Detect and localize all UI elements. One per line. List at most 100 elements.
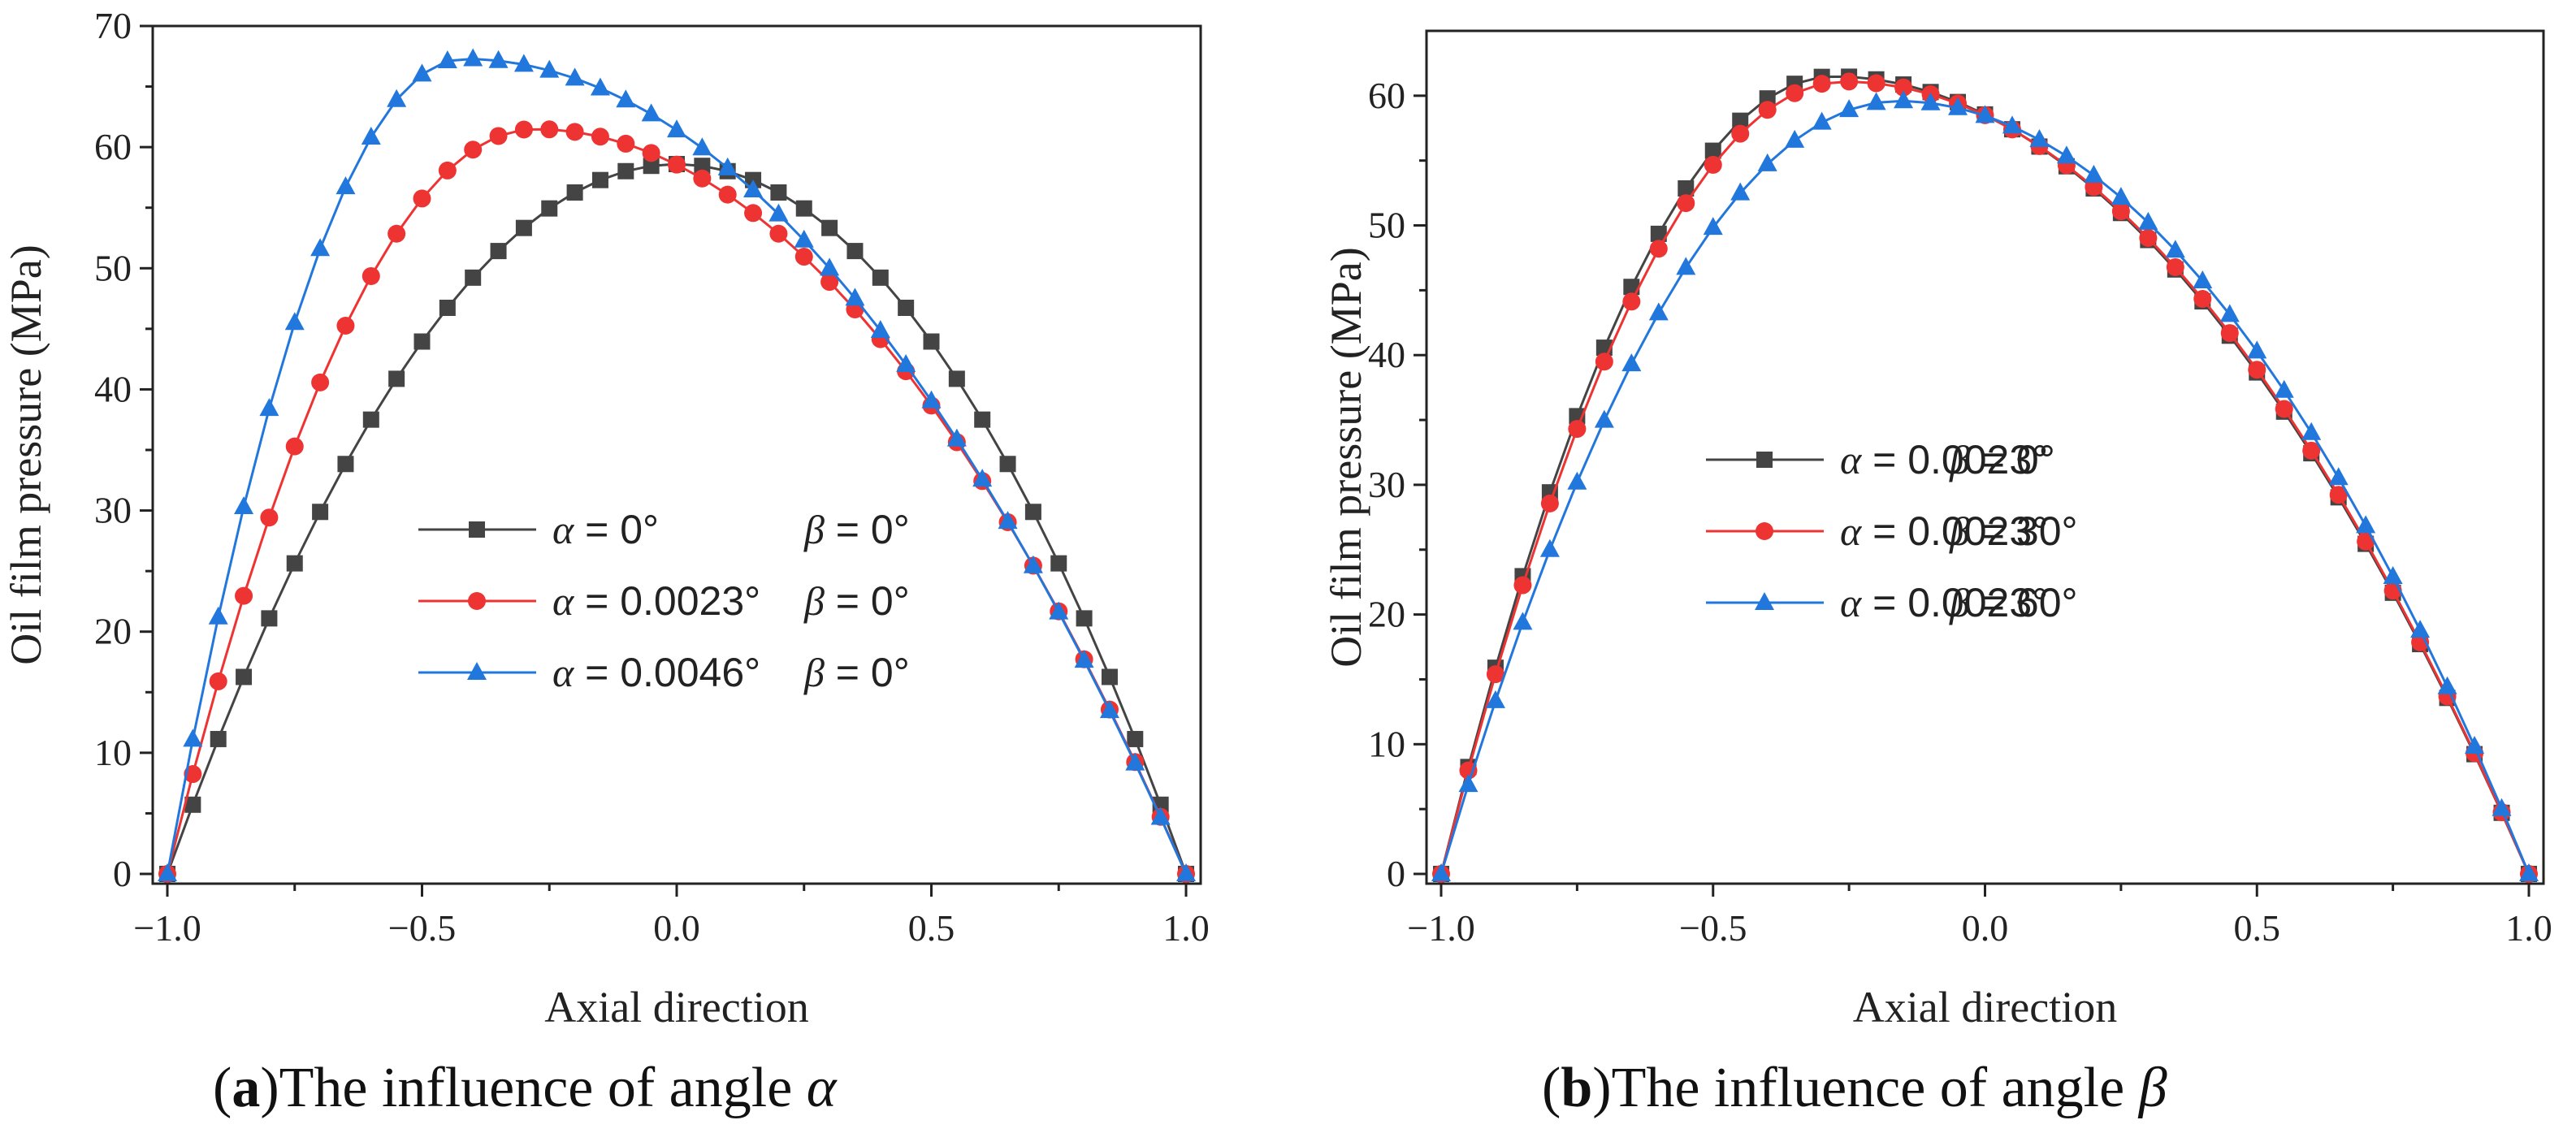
legend-marker (468, 592, 486, 610)
data-point (539, 59, 560, 78)
data-point (1840, 72, 1859, 91)
data-point (2275, 400, 2293, 418)
data-point (643, 158, 660, 175)
data-point (413, 333, 431, 350)
data-point (999, 456, 1016, 473)
data-point (820, 273, 839, 292)
x-tick-label: 1.0 (2505, 907, 2552, 949)
data-point (488, 50, 509, 68)
y-tick-label: 60 (1368, 75, 1405, 116)
data-point (1866, 92, 1886, 110)
data-point (259, 398, 279, 417)
data-point (2247, 340, 2267, 359)
y-tick-label: 70 (94, 5, 132, 46)
data-point (2138, 211, 2158, 230)
data-point (361, 126, 381, 145)
caption-a-label: a (232, 1057, 261, 1119)
data-point (1595, 352, 1613, 371)
data-point (1867, 74, 1885, 93)
y-tick-label: 40 (94, 368, 132, 409)
data-point (1703, 217, 1723, 236)
data-point (1731, 124, 1750, 143)
y-tick-label: 50 (94, 247, 132, 288)
data-point (387, 224, 406, 243)
data-point (921, 390, 942, 409)
data-point (616, 89, 636, 108)
series-line (1440, 99, 2531, 875)
data-point (514, 120, 533, 139)
data-point (2193, 270, 2213, 289)
data-point (998, 511, 1018, 530)
data-point (667, 119, 686, 138)
y-tick-label: 20 (94, 611, 132, 652)
data-point (693, 169, 712, 188)
data-point (846, 243, 864, 260)
data-point (1677, 194, 1695, 213)
data-point (2111, 187, 2131, 205)
data-point (184, 796, 201, 813)
data-point (1839, 99, 1859, 118)
data-point (1023, 555, 1043, 573)
x-tick-label: 0.5 (908, 907, 955, 949)
data-point (311, 373, 330, 391)
y-tick-label: 30 (94, 490, 132, 531)
data-point (541, 200, 558, 217)
x-axis-title: Axial direction (1853, 983, 2117, 1031)
data-point (209, 672, 227, 690)
data-point (2302, 441, 2321, 460)
data-point (1623, 279, 1640, 296)
data-point (946, 428, 967, 447)
data-point (668, 155, 686, 174)
data-point (948, 370, 965, 387)
data-point (1513, 576, 1532, 595)
legend-entry-2: α = 0.0023° β = 0° (418, 578, 910, 624)
data-point (2357, 532, 2375, 551)
data-point (362, 411, 379, 428)
legend-beta-label: β = 0° (803, 578, 910, 624)
y-axis-title: Oil film pressure (MPa) (1322, 247, 1370, 667)
data-point (234, 495, 254, 514)
data-point (2356, 515, 2376, 534)
data-point (1786, 84, 1804, 102)
legend-alpha-label: α = 0.0023° (552, 578, 760, 624)
data-point (463, 48, 483, 67)
data-point (490, 243, 507, 260)
series-2 (158, 120, 1195, 883)
y-tick-label: 10 (94, 732, 132, 773)
series-3 (158, 48, 1196, 881)
data-point (694, 158, 711, 175)
data-point (1678, 180, 1695, 197)
data-point (2465, 735, 2485, 754)
data-point (1176, 863, 1196, 881)
legend-marker (469, 521, 485, 538)
data-point (1568, 420, 1587, 439)
data-point (464, 141, 483, 159)
legend-marker (1756, 522, 1773, 540)
x-tick-label: 1.0 (1162, 907, 1210, 949)
data-point (2220, 324, 2239, 343)
legend-entry-1: α = 0.0023°β = 0° (1706, 437, 2055, 482)
legend-beta-label: β = 0° (1949, 437, 2055, 482)
data-point (974, 411, 991, 428)
data-point (1894, 78, 1913, 97)
data-point (1127, 730, 1144, 747)
x-tick-label: 0.5 (2234, 907, 2281, 949)
data-point (337, 456, 354, 473)
data-point (1099, 700, 1119, 719)
data-point (1648, 302, 1669, 321)
data-point (2329, 486, 2348, 504)
caption-a-text: The influence of angle (279, 1057, 807, 1119)
data-point (2193, 289, 2212, 308)
data-point (1920, 92, 1941, 110)
data-point (465, 269, 482, 286)
data-point (743, 179, 764, 197)
x-axis-title: Axial direction (544, 983, 808, 1031)
caption-b: (b)The influence of angle β (1542, 1057, 2167, 1119)
x-tick-label: −0.5 (388, 907, 456, 949)
data-point (1050, 555, 1067, 572)
data-point (768, 203, 789, 222)
data-point (565, 123, 584, 141)
data-point (898, 300, 915, 317)
data-point (794, 248, 813, 266)
